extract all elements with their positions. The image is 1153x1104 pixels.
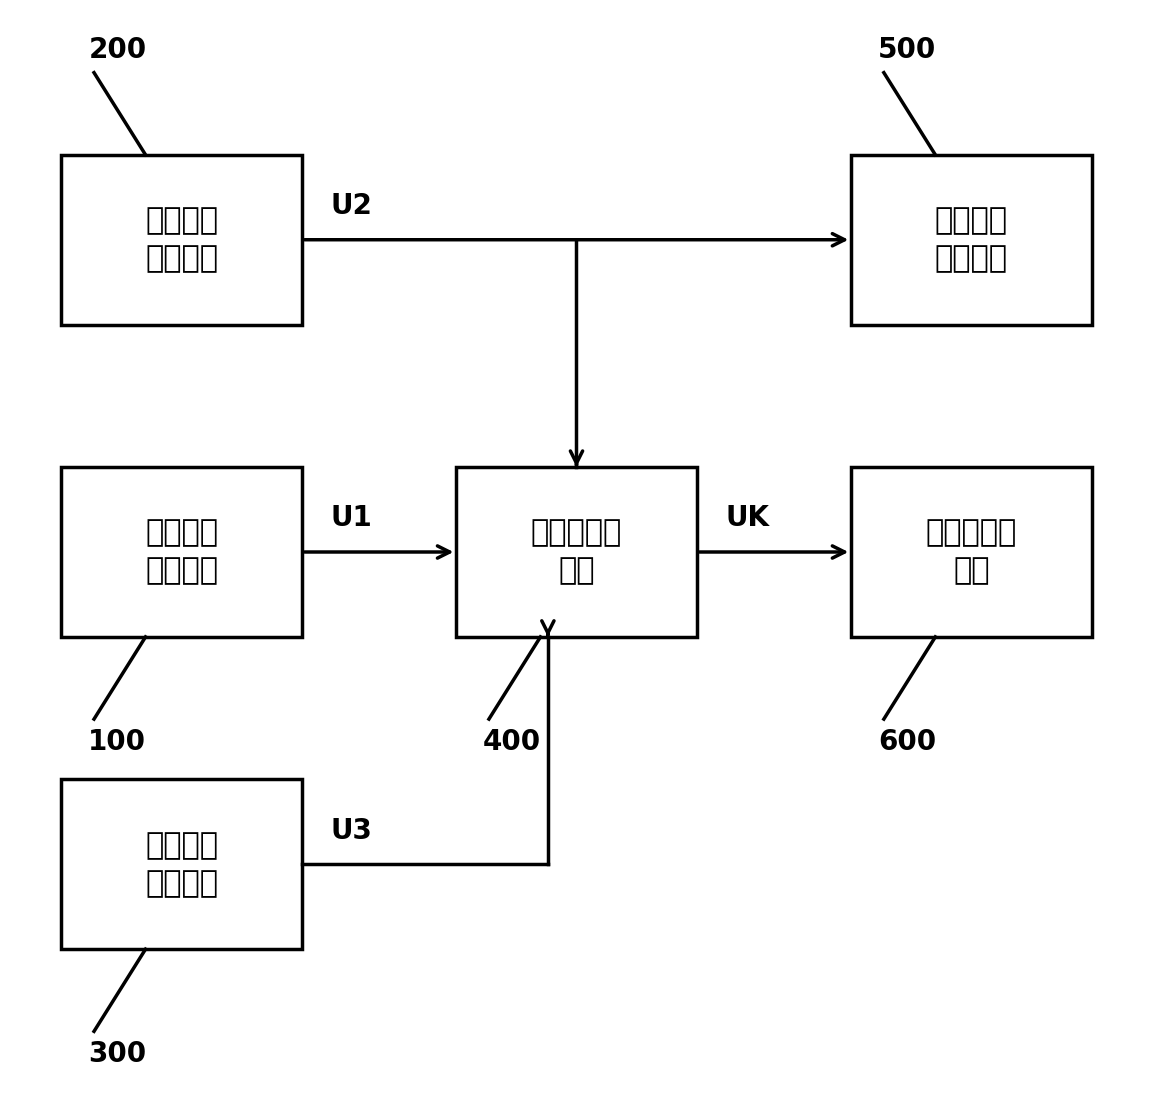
- Bar: [851, 467, 1092, 637]
- Bar: [61, 155, 302, 325]
- Text: 500: 500: [879, 36, 936, 64]
- Bar: [61, 467, 302, 637]
- Text: 流量阈值
开关单元: 流量阈值 开关单元: [935, 206, 1008, 274]
- Bar: [851, 155, 1092, 325]
- Text: 比例值计算
单元: 比例值计算 单元: [530, 519, 623, 585]
- Text: U3: U3: [331, 817, 372, 845]
- Text: 300: 300: [89, 1040, 146, 1068]
- Text: 400: 400: [483, 728, 542, 756]
- Text: 200: 200: [89, 36, 146, 64]
- Bar: [457, 467, 696, 637]
- Text: UK: UK: [725, 505, 769, 532]
- Text: U2: U2: [331, 192, 372, 220]
- Bar: [61, 779, 302, 949]
- Text: 比例阀驱动
单元: 比例阀驱动 单元: [926, 519, 1017, 585]
- Text: 600: 600: [879, 728, 936, 756]
- Text: 第一流量
测量单元: 第一流量 测量单元: [145, 519, 218, 585]
- Text: 冷水温度
测量单元: 冷水温度 测量单元: [145, 830, 218, 898]
- Text: 100: 100: [89, 728, 146, 756]
- Text: 第二流量
测量单元: 第二流量 测量单元: [145, 206, 218, 274]
- Text: U1: U1: [331, 505, 372, 532]
